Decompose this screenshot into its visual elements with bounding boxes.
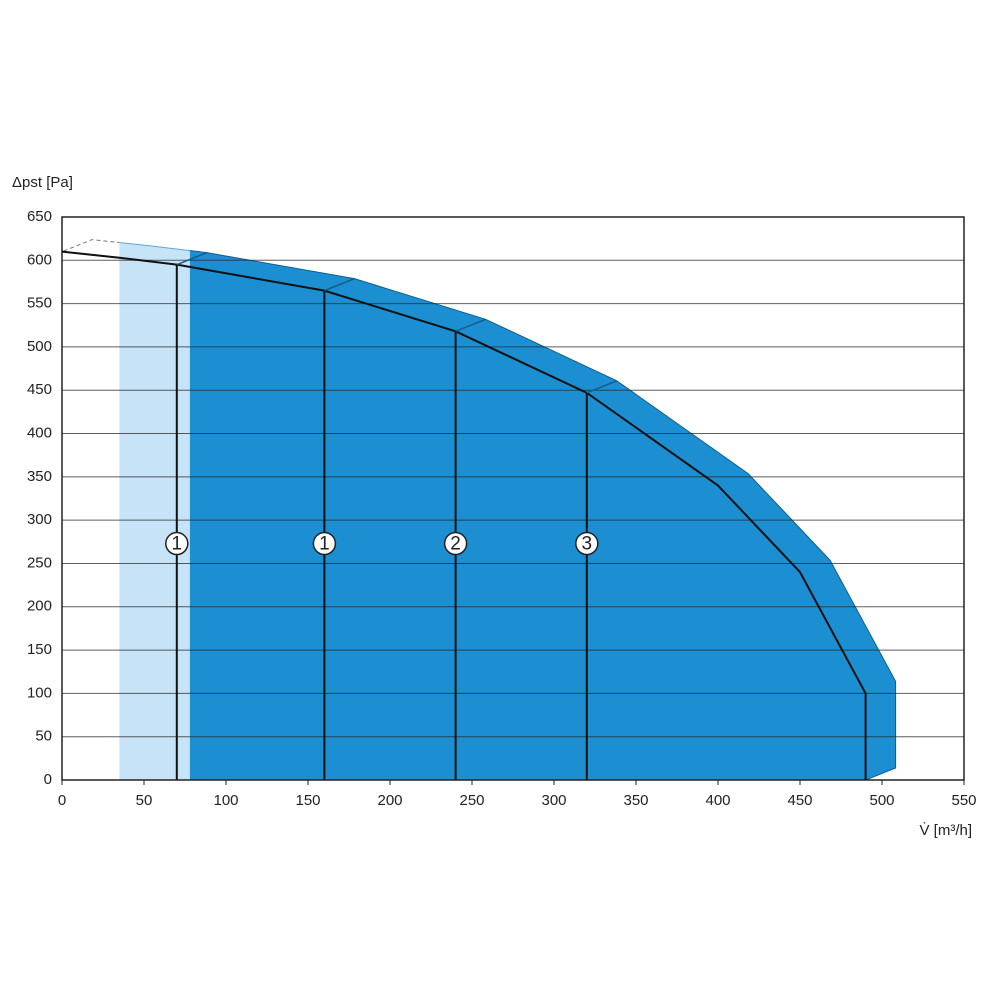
x-tick-label: 150	[295, 792, 320, 809]
y-tick-label: 250	[27, 554, 52, 571]
speed-label: 1	[172, 534, 183, 555]
depth-face	[62, 239, 120, 259]
speed-depth	[455, 318, 486, 333]
x-tick-label: 400	[705, 792, 730, 809]
speed-badge	[312, 531, 337, 556]
x-tick-label: 550	[951, 792, 976, 809]
y-tick-label: 600	[27, 251, 52, 268]
y-tick-label: 0	[44, 771, 52, 788]
speed-depth	[586, 380, 618, 394]
y-axis-label: Δpst [Pa]	[12, 174, 73, 191]
y-tick-label: 100	[27, 684, 52, 701]
band	[119, 257, 190, 780]
x-tick-label: 50	[136, 792, 153, 809]
speed-badge	[165, 531, 189, 556]
x-tick-label: 100	[213, 792, 238, 809]
x-tick-label: 0	[58, 792, 66, 809]
plot-frame	[61, 216, 965, 781]
speed-badge	[575, 531, 599, 556]
x-tick-label: 350	[623, 792, 648, 809]
x-tick-label: 500	[869, 792, 894, 809]
y-tick-label: 650	[27, 208, 52, 225]
speed-label: 3	[582, 534, 593, 555]
x-tick-label: 250	[459, 792, 484, 809]
y-tick-label: 400	[27, 425, 52, 442]
speed-label: 1	[319, 534, 330, 555]
x-tick-label: 300	[541, 792, 566, 809]
x-axis-label: V̇ [m³/h]	[919, 822, 972, 839]
speed-label: 2	[450, 534, 461, 555]
y-tick-label: 350	[27, 468, 52, 485]
area	[189, 266, 866, 780]
y-tick-label: 500	[27, 338, 52, 355]
y-tick-label: 300	[27, 511, 52, 528]
speed-depth	[324, 277, 355, 292]
y-tick-label: 450	[27, 381, 52, 398]
x-tick-label: 450	[787, 792, 812, 809]
y-tick-label: 550	[27, 295, 52, 312]
depth-face	[119, 242, 190, 268]
y-tick-label: 50	[35, 728, 52, 745]
speed-depth	[176, 251, 208, 266]
y-tick-label: 150	[27, 641, 52, 658]
y-tick-label: 200	[27, 598, 52, 615]
x-tick-label: 200	[377, 792, 402, 809]
speed-badge	[443, 531, 468, 556]
